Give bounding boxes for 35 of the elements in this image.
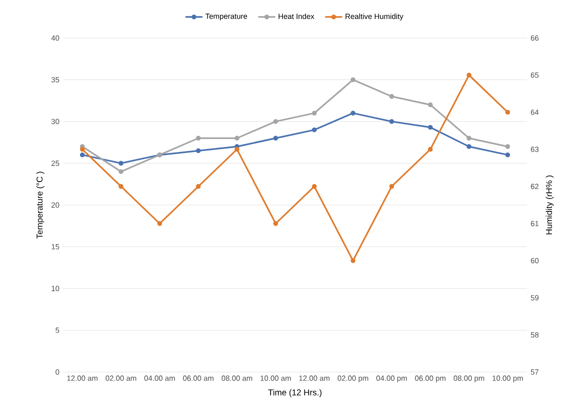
point — [466, 72, 472, 78]
point — [196, 136, 201, 141]
point — [196, 184, 201, 189]
point — [466, 136, 472, 141]
point — [350, 258, 356, 264]
point — [273, 119, 278, 124]
point — [118, 160, 124, 166]
point — [273, 136, 278, 141]
point — [157, 221, 162, 226]
point — [350, 110, 356, 116]
point — [118, 184, 124, 189]
y2-axis-title: Humidity (rH% ) — [546, 176, 554, 234]
point — [312, 110, 317, 116]
point — [505, 144, 510, 149]
point — [234, 136, 240, 141]
point — [234, 146, 240, 152]
point — [466, 144, 472, 149]
point — [389, 184, 394, 189]
point — [428, 102, 433, 108]
point — [118, 169, 124, 174]
point — [389, 94, 394, 99]
y-axis-title: Temperature (°C ) — [36, 172, 44, 239]
point — [505, 152, 510, 158]
x-axis-title: Time (12 Hrs.) — [268, 389, 322, 398]
point — [80, 146, 85, 152]
point — [312, 127, 317, 132]
point — [428, 124, 433, 130]
point — [80, 152, 85, 158]
point — [505, 110, 510, 115]
point — [273, 221, 278, 226]
point — [196, 148, 201, 154]
point — [350, 77, 356, 82]
point — [312, 184, 317, 189]
point — [389, 119, 394, 124]
point — [428, 146, 433, 152]
